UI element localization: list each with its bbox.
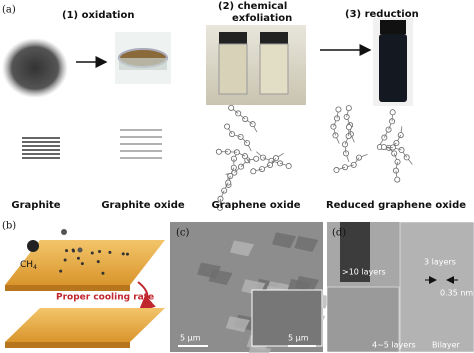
atom bbox=[355, 154, 362, 161]
annotation: 3 layers bbox=[424, 258, 456, 267]
atom bbox=[335, 106, 342, 113]
graphite-powder bbox=[2, 38, 68, 98]
atom bbox=[216, 204, 223, 211]
particle bbox=[101, 271, 105, 275]
annotation: 4~5 layers bbox=[372, 341, 416, 350]
molecule bbox=[77, 247, 83, 253]
dark-vial-photo bbox=[373, 18, 413, 106]
atom bbox=[225, 179, 232, 186]
molecule bbox=[27, 240, 39, 252]
caption: Graphite oxide bbox=[101, 200, 185, 211]
particle bbox=[125, 252, 129, 256]
step-label: (1) oxidation bbox=[62, 10, 134, 21]
particle bbox=[96, 260, 100, 264]
flake bbox=[225, 316, 250, 333]
atom bbox=[221, 187, 228, 194]
atom bbox=[285, 163, 292, 170]
tem-region bbox=[399, 221, 474, 353]
step-label: (2) chemical bbox=[218, 1, 287, 12]
flake bbox=[272, 232, 297, 249]
caption: Graphene oxide bbox=[211, 200, 300, 211]
substrate bbox=[5, 308, 165, 342]
rgo-sketch bbox=[330, 105, 413, 183]
annotation: 0.35 nm bbox=[440, 289, 473, 298]
flake bbox=[294, 235, 319, 252]
particle bbox=[65, 249, 69, 253]
particle bbox=[121, 252, 125, 256]
atom bbox=[333, 167, 340, 174]
graphite-sketch bbox=[22, 137, 60, 159]
annotation: Bilayer bbox=[432, 341, 460, 350]
flake bbox=[230, 240, 255, 257]
caption: Graphite bbox=[11, 200, 60, 211]
atom bbox=[259, 166, 266, 173]
substrate-edge bbox=[5, 342, 130, 348]
tem-region bbox=[326, 286, 400, 353]
caption: Reduced graphene oxide bbox=[326, 200, 466, 211]
graphite-oxide-sketch bbox=[120, 129, 162, 159]
flake bbox=[197, 262, 222, 279]
particle bbox=[90, 251, 94, 255]
particle bbox=[108, 250, 112, 254]
atom bbox=[380, 144, 387, 151]
atom bbox=[215, 148, 222, 155]
flake bbox=[248, 344, 272, 353]
particle bbox=[80, 262, 84, 266]
atom bbox=[250, 168, 257, 175]
particles bbox=[59, 248, 129, 275]
particle bbox=[63, 258, 67, 262]
atom bbox=[394, 176, 401, 183]
atom bbox=[228, 104, 235, 111]
panel-label: (d) bbox=[332, 228, 346, 239]
atom bbox=[267, 161, 274, 168]
step-label: exfoliation bbox=[232, 13, 292, 24]
scale-label: 5 μm bbox=[180, 334, 201, 343]
vials-photo bbox=[206, 25, 306, 105]
particle bbox=[76, 256, 80, 260]
substrate bbox=[5, 240, 165, 285]
panel-label: (c) bbox=[176, 228, 190, 239]
panel-label: (a) bbox=[2, 5, 16, 16]
atom bbox=[345, 105, 352, 112]
atom bbox=[391, 150, 398, 157]
scale-label: 5 μm bbox=[288, 334, 309, 343]
graphene-oxide-sketch bbox=[215, 104, 292, 211]
dish-photo bbox=[115, 32, 171, 84]
arrow bbox=[137, 281, 156, 312]
gas-label: CH4 bbox=[20, 260, 37, 271]
particle bbox=[71, 248, 75, 252]
atom bbox=[253, 155, 260, 162]
step-label: (3) reduction bbox=[345, 9, 419, 20]
note: Proper cooling rate bbox=[56, 293, 154, 303]
atom bbox=[224, 123, 231, 130]
annotation: >10 layers bbox=[342, 268, 386, 277]
particle bbox=[98, 249, 102, 253]
sem-inset bbox=[251, 289, 323, 347]
panel-label: (b) bbox=[2, 221, 16, 232]
atom bbox=[389, 109, 396, 116]
atom bbox=[345, 124, 352, 131]
particle bbox=[59, 269, 63, 273]
substrate-edge bbox=[5, 285, 130, 291]
tem-region bbox=[340, 222, 370, 282]
molecule bbox=[61, 229, 67, 235]
